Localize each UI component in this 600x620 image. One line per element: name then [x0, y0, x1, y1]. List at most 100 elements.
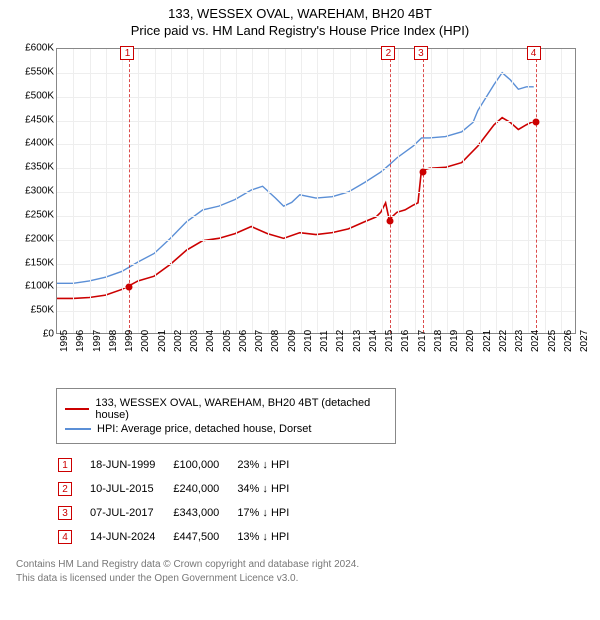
event-price: £240,000	[173, 478, 235, 500]
xtick-label: 2006	[238, 330, 249, 352]
xtick-label: 2023	[514, 330, 525, 352]
vgrid	[561, 49, 562, 333]
hgrid	[57, 73, 575, 74]
vgrid	[398, 49, 399, 333]
ytick-label: £450K	[10, 114, 54, 125]
vgrid	[415, 49, 416, 333]
down-arrow-icon: ↓	[262, 507, 268, 519]
ytick-label: £350K	[10, 162, 54, 173]
hgrid	[57, 144, 575, 145]
xtick-label: 2008	[270, 330, 281, 352]
plot-area	[56, 48, 576, 334]
down-arrow-icon: ↓	[262, 531, 268, 543]
legend-swatch-property	[65, 408, 89, 410]
vgrid	[528, 49, 529, 333]
event-date: 14-JUN-2024	[90, 526, 171, 548]
event-date: 07-JUL-2017	[90, 502, 171, 524]
vgrid	[366, 49, 367, 333]
down-arrow-icon: ↓	[262, 483, 268, 495]
vgrid	[317, 49, 318, 333]
vgrid	[268, 49, 269, 333]
ytick-label: £300K	[10, 186, 54, 197]
event-dot	[532, 118, 539, 125]
event-price: £447,500	[173, 526, 235, 548]
event-gap: 13% ↓ HPI	[237, 526, 305, 548]
vgrid	[285, 49, 286, 333]
xtick-label: 2000	[140, 330, 151, 352]
xtick-label: 2019	[449, 330, 460, 352]
ytick-label: £100K	[10, 281, 54, 292]
xtick-label: 2004	[205, 330, 216, 352]
vgrid	[350, 49, 351, 333]
xtick-label: 2021	[482, 330, 493, 352]
ytick-label: £550K	[10, 66, 54, 77]
event-date: 10-JUL-2015	[90, 478, 171, 500]
ytick-label: £0	[10, 329, 54, 340]
xtick-label: 2026	[563, 330, 574, 352]
vgrid	[431, 49, 432, 333]
xtick-label: 2020	[465, 330, 476, 352]
event-num: 1	[58, 454, 88, 476]
ytick-label: £600K	[10, 43, 54, 54]
ytick-label: £250K	[10, 209, 54, 220]
event-line	[536, 49, 537, 333]
event-badge: 1	[120, 46, 134, 60]
title-block: 133, WESSEX OVAL, WAREHAM, BH20 4BT Pric…	[10, 6, 590, 38]
event-row: 307-JUL-2017£343,00017% ↓ HPI	[58, 502, 305, 524]
event-num: 3	[58, 502, 88, 524]
vgrid	[90, 49, 91, 333]
event-badge: 4	[527, 46, 541, 60]
event-num: 2	[58, 478, 88, 500]
vgrid	[382, 49, 383, 333]
event-row: 414-JUN-2024£447,50013% ↓ HPI	[58, 526, 305, 548]
hgrid	[57, 287, 575, 288]
xtick-label: 2022	[498, 330, 509, 352]
vgrid	[333, 49, 334, 333]
xtick-label: 1999	[124, 330, 135, 352]
vgrid	[447, 49, 448, 333]
footer-line1: Contains HM Land Registry data © Crown c…	[16, 558, 590, 572]
event-dot	[419, 168, 426, 175]
event-dot	[387, 217, 394, 224]
vgrid	[187, 49, 188, 333]
xtick-label: 2024	[530, 330, 541, 352]
event-badge: 2	[381, 46, 395, 60]
chart-area: £0 £50K £100K £150K £200K £250K £300K £350K £400…	[10, 42, 590, 382]
legend-label-property: 133, WESSEX OVAL, WAREHAM, BH20 4BT (det…	[95, 397, 387, 421]
subtitle: Price paid vs. HM Land Registry's House …	[10, 23, 590, 38]
hgrid	[57, 240, 575, 241]
legend-row-property: 133, WESSEX OVAL, WAREHAM, BH20 4BT (det…	[65, 397, 387, 421]
vgrid	[220, 49, 221, 333]
xtick-label: 2015	[384, 330, 395, 352]
xtick-label: 1997	[92, 330, 103, 352]
ytick-label: £200K	[10, 233, 54, 244]
hgrid	[57, 192, 575, 193]
footer-line2: This data is licensed under the Open Gov…	[16, 572, 590, 586]
event-dot	[126, 284, 133, 291]
xtick-label: 1995	[59, 330, 70, 352]
vgrid	[138, 49, 139, 333]
xtick-label: 2013	[352, 330, 363, 352]
hgrid	[57, 216, 575, 217]
vgrid	[73, 49, 74, 333]
vgrid	[480, 49, 481, 333]
chart-container: 133, WESSEX OVAL, WAREHAM, BH20 4BT Pric…	[0, 0, 600, 593]
vgrid	[106, 49, 107, 333]
legend-label-hpi: HPI: Average price, detached house, Dors…	[97, 423, 311, 435]
event-row: 210-JUL-2015£240,00034% ↓ HPI	[58, 478, 305, 500]
hgrid	[57, 168, 575, 169]
vgrid	[301, 49, 302, 333]
xtick-label: 2027	[579, 330, 590, 352]
vgrid	[463, 49, 464, 333]
event-gap: 17% ↓ HPI	[237, 502, 305, 524]
ytick-label: £500K	[10, 90, 54, 101]
xtick-label: 2011	[319, 330, 330, 352]
ytick-label: £150K	[10, 257, 54, 268]
series-svg	[57, 49, 575, 333]
ytick-label: £400K	[10, 138, 54, 149]
xtick-label: 2007	[254, 330, 265, 352]
hgrid	[57, 97, 575, 98]
vgrid	[496, 49, 497, 333]
vgrid	[155, 49, 156, 333]
ytick-label: £50K	[10, 305, 54, 316]
